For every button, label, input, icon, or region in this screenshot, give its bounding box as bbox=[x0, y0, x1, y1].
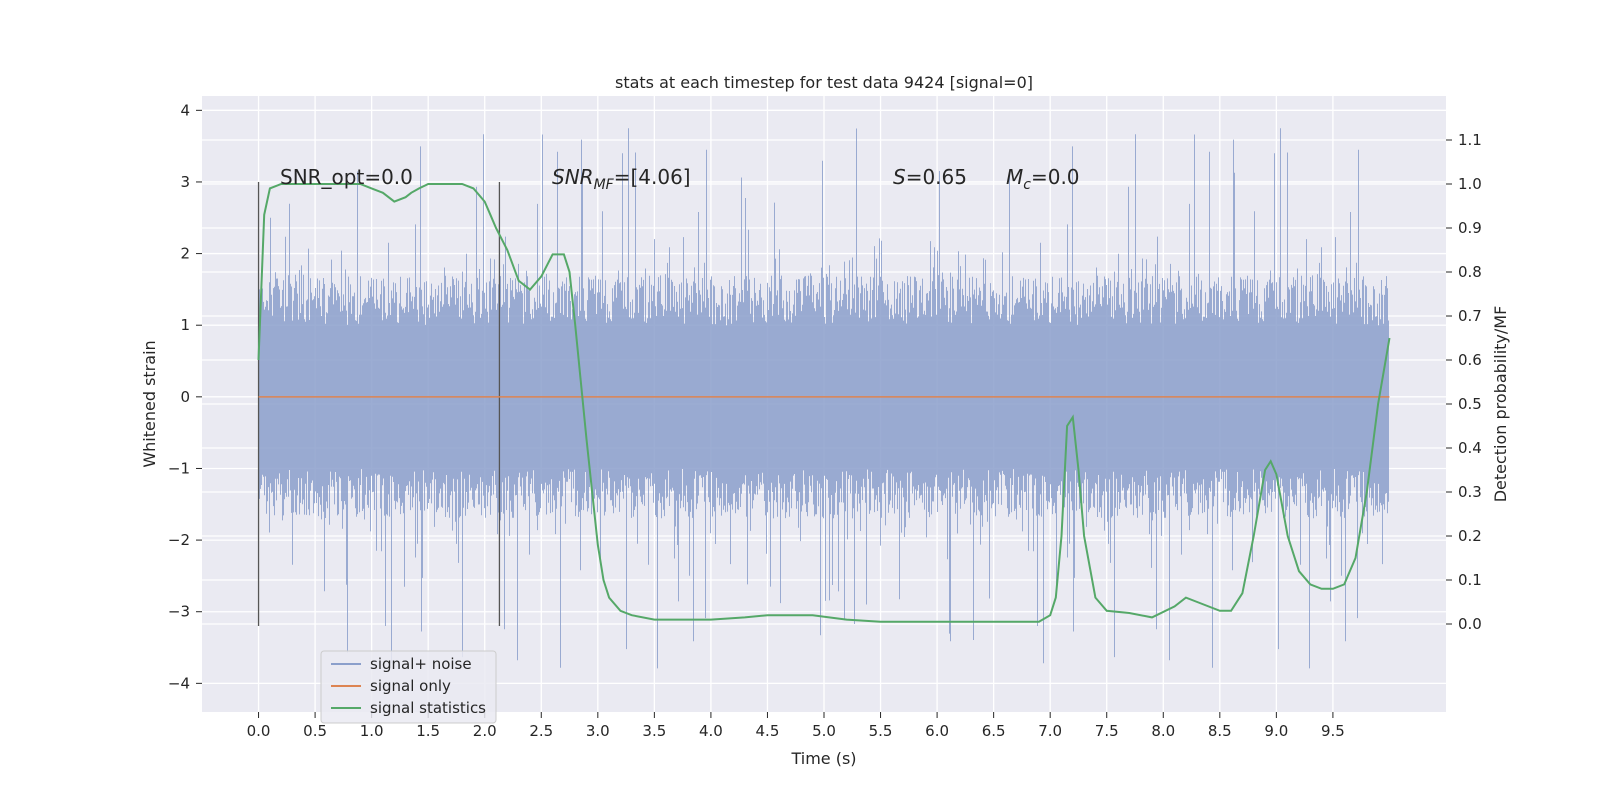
x-tick-label: 0.5 bbox=[303, 722, 327, 740]
y2-tick-label: 0.1 bbox=[1458, 571, 1482, 589]
x-tick-label: 6.5 bbox=[982, 722, 1006, 740]
x-tick-label: 6.0 bbox=[925, 722, 949, 740]
annotation-snr-mf: SNRMF=[4.06] bbox=[552, 165, 691, 193]
y-axis-label: Whitened strain bbox=[140, 340, 159, 467]
x-tick-label: 8.0 bbox=[1151, 722, 1175, 740]
signal-statistics-line bbox=[257, 183, 1391, 623]
y-axis-ticks: 4 3 2 1 0 −1 −2 −3 −4 bbox=[168, 101, 202, 692]
x-tick-label: 0.0 bbox=[247, 722, 271, 740]
y-tick-label: 1 bbox=[180, 316, 190, 334]
x-tick-label: 9.0 bbox=[1264, 722, 1288, 740]
x-tick-label: 4.5 bbox=[756, 722, 780, 740]
x-tick-label: 1.0 bbox=[360, 722, 384, 740]
x-tick-label: 4.0 bbox=[699, 722, 723, 740]
y2-tick-label: 1.0 bbox=[1458, 175, 1482, 193]
legend: signal+ noise signal only signal statist… bbox=[320, 650, 497, 724]
y2-tick-label: 0.0 bbox=[1458, 615, 1482, 633]
x-axis-label: Time (s) bbox=[790, 749, 856, 768]
y-tick-label: −4 bbox=[168, 674, 190, 692]
annotation-s-prefix: S bbox=[893, 165, 906, 189]
y2-tick-label: 0.9 bbox=[1458, 219, 1482, 237]
y2-axis-label: Detection probability/MF bbox=[1491, 306, 1510, 503]
y2-tick-label: 0.7 bbox=[1458, 307, 1482, 325]
x-tick-label: 1.5 bbox=[416, 722, 440, 740]
legend-label-signal-statistics: signal statistics bbox=[370, 699, 486, 717]
x-tick-label: 9.5 bbox=[1321, 722, 1345, 740]
x-tick-label: 5.0 bbox=[812, 722, 836, 740]
x-axis-ticks: 0.0 0.5 1.0 1.5 2.0 2.5 3.0 3.5 4.0 4.5 5.0 5.5 6.0 6… bbox=[247, 712, 1345, 740]
annotation-snr-mf-sub: MF bbox=[594, 177, 615, 193]
y2-tick-label: 0.6 bbox=[1458, 351, 1482, 369]
y2-tick-label: 0.8 bbox=[1458, 263, 1482, 281]
x-tick-label: 2.0 bbox=[473, 722, 497, 740]
annotation-snr-opt: SNR_opt=0.0 bbox=[280, 165, 413, 189]
legend-label-signal-only: signal only bbox=[370, 677, 451, 695]
annotation-mc-prefix: M bbox=[1006, 165, 1023, 189]
x-tick-label: 3.5 bbox=[642, 722, 666, 740]
x-tick-label: 3.0 bbox=[586, 722, 610, 740]
annotation-s: S=0.65 bbox=[893, 165, 967, 189]
y2-tick-label: 0.5 bbox=[1458, 395, 1482, 413]
annotation-mc-sub: c bbox=[1023, 177, 1031, 193]
x-tick-label: 7.5 bbox=[1095, 722, 1119, 740]
y-tick-label: 4 bbox=[180, 101, 190, 119]
x-tick-label: 7.0 bbox=[1038, 722, 1062, 740]
annotation-s-suffix: =0.65 bbox=[906, 165, 967, 189]
chart-title: stats at each timestep for test data 942… bbox=[615, 73, 1033, 92]
y-tick-label: 2 bbox=[180, 245, 190, 263]
annotation-mc-suffix: =0.0 bbox=[1031, 165, 1080, 189]
y2-tick-label: 1.1 bbox=[1458, 131, 1482, 149]
legend-label-signal-noise: signal+ noise bbox=[370, 655, 472, 673]
legend-box bbox=[320, 650, 497, 724]
y2-axis-ticks: 1.1 1.0 0.9 0.8 0.7 0.6 0.5 0.4 0.3 0.2 0.1 0.0 bbox=[1446, 131, 1482, 633]
y-tick-label: 0 bbox=[180, 388, 190, 406]
annotation-snr-mf-prefix: SNR bbox=[552, 165, 594, 189]
y2-tick-label: 0.2 bbox=[1458, 527, 1482, 545]
x-tick-label: 2.5 bbox=[529, 722, 553, 740]
y-tick-label: 3 bbox=[180, 173, 190, 191]
y-tick-label: −1 bbox=[168, 459, 190, 477]
y-tick-label: −2 bbox=[168, 531, 190, 549]
y2-tick-label: 0.3 bbox=[1458, 483, 1482, 501]
annotation-snr-mf-suffix: =[4.06] bbox=[614, 165, 691, 189]
y-tick-label: −3 bbox=[168, 603, 190, 621]
x-tick-label: 8.5 bbox=[1208, 722, 1232, 740]
vertical-markers bbox=[257, 181, 501, 627]
y2-tick-label: 0.4 bbox=[1458, 439, 1482, 457]
x-tick-label: 5.5 bbox=[869, 722, 893, 740]
annotation-mc: Mc=0.0 bbox=[1006, 165, 1080, 193]
